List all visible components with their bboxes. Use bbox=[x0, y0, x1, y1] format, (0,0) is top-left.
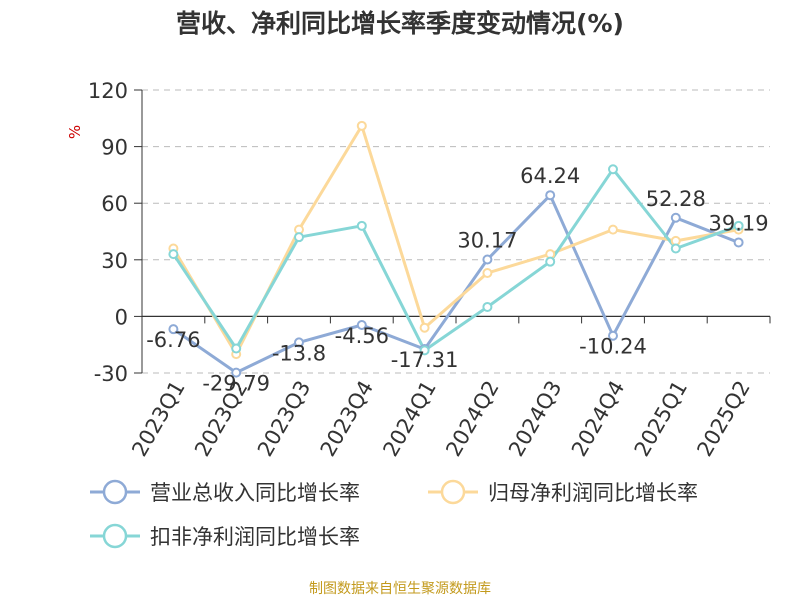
y-tick-label: -30 bbox=[94, 362, 128, 386]
legend-marker bbox=[102, 523, 128, 549]
data-label: -29.79 bbox=[202, 372, 270, 396]
legend-item-2: 扣非净利润同比增长率 bbox=[90, 523, 360, 549]
y-tick-label: 0 bbox=[115, 305, 128, 329]
data-label: -17.31 bbox=[391, 348, 459, 372]
data-label: 64.24 bbox=[520, 164, 580, 188]
legend-marker bbox=[440, 479, 466, 505]
y-tick-label: 60 bbox=[101, 192, 128, 216]
data-point bbox=[356, 120, 367, 131]
x-tick-label: 2025Q2 bbox=[692, 377, 754, 461]
x-tick-label: 2024Q4 bbox=[567, 377, 629, 461]
series-points bbox=[168, 120, 744, 378]
data-point bbox=[168, 324, 179, 335]
data-label: -4.56 bbox=[335, 324, 389, 348]
data-point bbox=[482, 254, 493, 265]
x-tick-label: 2023Q1 bbox=[127, 377, 189, 461]
x-tick-label: 2024Q2 bbox=[441, 377, 503, 461]
data-point bbox=[231, 367, 242, 378]
data-point bbox=[482, 301, 493, 312]
legend-marker bbox=[102, 479, 128, 505]
data-point bbox=[608, 164, 618, 175]
data-label: -13.8 bbox=[272, 341, 326, 365]
data-point bbox=[670, 212, 681, 223]
data-point bbox=[356, 220, 367, 231]
footer-source: 制图数据来自恒生聚源数据库 bbox=[309, 581, 491, 597]
grid-lines bbox=[142, 89, 770, 374]
y-unit-label: % bbox=[66, 125, 84, 139]
y-tick-label: 90 bbox=[101, 136, 128, 160]
data-label: 52.28 bbox=[646, 187, 706, 211]
legend-item-0: 营业总收入同比增长率 bbox=[90, 479, 360, 505]
y-tick-label: 120 bbox=[88, 79, 128, 103]
series-line-2 bbox=[172, 167, 740, 352]
y-tick-label: 30 bbox=[101, 249, 128, 273]
data-labels: -6.76-29.79-13.8 -4.56-17.31 30.17 64.24 -10… bbox=[146, 164, 768, 395]
series-lines bbox=[172, 124, 740, 375]
data-point bbox=[294, 232, 304, 243]
legend-label: 扣非净利润同比增长率 bbox=[150, 525, 360, 549]
data-point bbox=[294, 337, 304, 348]
x-tick-label: 2023Q4 bbox=[316, 377, 378, 461]
data-label: -10.24 bbox=[579, 335, 647, 359]
data-point bbox=[482, 268, 493, 279]
data-point bbox=[670, 243, 681, 254]
series-line-0 bbox=[172, 193, 740, 375]
data-point bbox=[419, 345, 430, 356]
data-point bbox=[168, 249, 179, 260]
data-point bbox=[608, 330, 618, 341]
legend-label: 归母净利润同比增长率 bbox=[488, 481, 698, 505]
data-point bbox=[545, 190, 556, 201]
data-point bbox=[545, 256, 556, 267]
data-label: 30.17 bbox=[457, 228, 517, 252]
data-point bbox=[733, 237, 744, 248]
data-point bbox=[419, 322, 430, 333]
x-tick-label: 2025Q1 bbox=[630, 377, 692, 461]
data-point bbox=[608, 224, 618, 235]
legend-item-1: 归母净利润同比增长率 bbox=[428, 479, 698, 505]
data-label: -6.76 bbox=[146, 328, 200, 352]
data-point bbox=[733, 220, 744, 231]
x-tick-label: 2024Q3 bbox=[504, 377, 566, 461]
data-point bbox=[231, 343, 242, 354]
legend-label: 营业总收入同比增长率 bbox=[150, 481, 360, 505]
x-tick-label: 2024Q1 bbox=[378, 377, 440, 461]
data-point bbox=[356, 320, 367, 331]
chart-title: 营收、净利同比增长率季度变动情况(%) bbox=[176, 9, 624, 38]
data-label: 39.19 bbox=[709, 211, 769, 235]
